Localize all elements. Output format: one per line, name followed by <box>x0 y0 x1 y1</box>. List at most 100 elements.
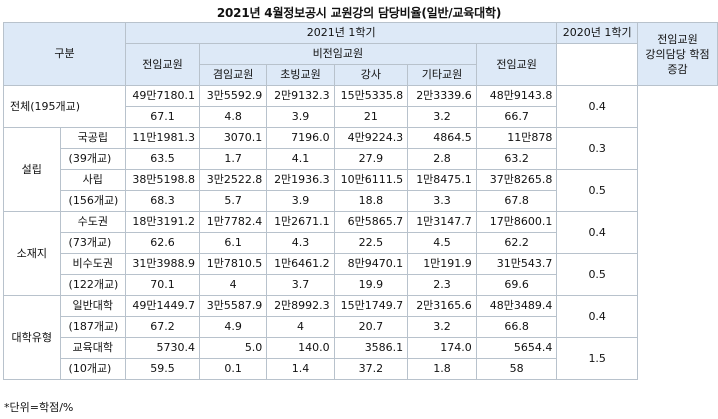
cell: 3.2 <box>407 106 477 128</box>
cell: 3.2 <box>407 316 477 338</box>
table-row: 사립 38만5198.8 3만2522.8 2만1936.3 10만6111.5… <box>4 169 718 212</box>
cell: 1만3147.7 <box>407 211 477 233</box>
cell: 4.3 <box>266 232 335 254</box>
cell: 0.1 <box>198 358 268 380</box>
table-title: 2021년 4월정보공시 교원강의 담당비율(일반/교육대학) <box>216 6 502 20</box>
table-row: (10개교) 59.5 0.1 1.4 37.2 1.8 58 <box>4 358 718 380</box>
change-cell: 0.4 <box>556 211 638 254</box>
table-row: (156개교) 68.3 5.7 3.9 18.8 3.3 67.8 <box>4 190 718 212</box>
row-label: 교육대학 <box>59 337 127 359</box>
cell: 11만1981.3 <box>125 127 200 149</box>
cell: 3.7 <box>266 274 335 296</box>
header-change: 전임교원 강의담당 학점 증감 <box>636 22 718 86</box>
cell: 70.1 <box>125 274 200 296</box>
row-sub-label: (122개교) <box>59 274 127 296</box>
table-row: 전체(195개교) 49만7180.1 3만5592.9 2만9132.3 15… <box>2 85 718 128</box>
header-year-2021: 2021년 1학기 <box>125 22 558 44</box>
table-row: (73개교) 62.6 6.1 4.3 22.5 4.5 62.2 <box>4 232 718 254</box>
cell: 37.2 <box>333 358 409 380</box>
table-row: 소재지 수도권 18만3191.2 1만7782.4 1만2671.1 6만58… <box>3 211 718 296</box>
row-label: 국공립 <box>59 127 127 149</box>
header-full-time-2020: 전임교원 <box>475 43 558 86</box>
cell: 4864.5 <box>407 127 477 149</box>
cell: 3만5587.9 <box>198 295 268 317</box>
cell: 66.8 <box>475 316 558 338</box>
cell: 62.6 <box>125 232 200 254</box>
cell: 2.3 <box>407 274 477 296</box>
cell: 18.8 <box>333 190 409 212</box>
cell: 3070.1 <box>198 127 268 149</box>
cell: 66.7 <box>475 106 558 128</box>
cell: 48만3489.4 <box>475 295 558 317</box>
cell: 22.5 <box>333 232 409 254</box>
header-change-line3: 증감 <box>667 62 688 76</box>
table-row: 비수도권 31만3988.9 1만7810.5 1만6461.2 8만9470.… <box>4 253 718 296</box>
group-location: 소재지 <box>3 211 61 296</box>
header-change-line1: 전임교원 <box>657 32 698 46</box>
cell: 67.2 <box>125 316 200 338</box>
cell: 38만5198.8 <box>125 169 200 191</box>
header-non-full-time: 비전임교원 <box>198 43 477 65</box>
cell: 4.1 <box>266 148 335 170</box>
row-label: 일반대학 <box>59 295 127 317</box>
cell: 63.2 <box>475 148 558 170</box>
cell: 62.2 <box>475 232 558 254</box>
cell: 48만9143.8 <box>475 85 558 107</box>
table-row: (122개교) 70.1 4 3.7 19.9 2.3 69.6 <box>4 274 718 296</box>
cell: 37만8265.8 <box>475 169 558 191</box>
cell: 3만2522.8 <box>198 169 268 191</box>
cell: 4.9 <box>198 316 268 338</box>
cell: 2만9132.3 <box>266 85 335 107</box>
cell: 2만3165.6 <box>407 295 477 317</box>
cell: 5654.4 <box>475 337 558 359</box>
row-label: 사립 <box>59 169 127 191</box>
cell: 1만8475.1 <box>407 169 477 191</box>
change-cell: 0.5 <box>556 169 638 212</box>
cell: 58 <box>475 358 558 380</box>
teaching-ratio-table: 구분 2021년 1학기 2020년 1학기 전임교원 강의담당 학점 증감 전… <box>2 22 718 380</box>
header-full-time: 전임교원 <box>125 43 200 86</box>
header-lecturer: 강사 <box>333 64 409 86</box>
group-type: 대학유형 <box>3 295 61 380</box>
cell: 1만6461.2 <box>266 253 335 275</box>
table-row: (39개교) 63.5 1.7 4.1 27.9 2.8 63.2 <box>4 148 718 170</box>
row-sub-label: (156개교) <box>59 190 127 212</box>
cell: 67.8 <box>475 190 558 212</box>
cell: 2만1936.3 <box>266 169 335 191</box>
cell: 8만9470.1 <box>333 253 409 275</box>
cell: 7196.0 <box>266 127 335 149</box>
cell: 15만5335.8 <box>333 85 409 107</box>
cell: 3.9 <box>266 190 335 212</box>
cell: 2만3339.6 <box>407 85 477 107</box>
cell: 49만1449.7 <box>125 295 200 317</box>
cell: 19.9 <box>333 274 409 296</box>
table-row: 교육대학 5730.4 5.0 140.0 3586.1 174.0 5654.… <box>4 337 718 380</box>
cell: 1만2671.1 <box>266 211 335 233</box>
cell: 67.1 <box>125 106 200 128</box>
cell: 5730.4 <box>125 337 200 359</box>
cell: 11만878 <box>475 127 558 149</box>
cell: 1.7 <box>198 148 268 170</box>
cell: 6만5865.7 <box>333 211 409 233</box>
row-sub-label: (73개교) <box>59 232 127 254</box>
header-other: 기타교원 <box>407 64 477 86</box>
group-total: 전체(195개교) <box>2 85 127 128</box>
change-cell: 0.4 <box>556 295 638 338</box>
cell: 21 <box>333 106 409 128</box>
cell: 69.6 <box>475 274 558 296</box>
cell: 1만191.9 <box>407 253 477 275</box>
cell: 27.9 <box>333 148 409 170</box>
header-invited: 초빙교원 <box>266 64 335 86</box>
cell: 4 <box>198 274 268 296</box>
cell: 1만7782.4 <box>198 211 268 233</box>
cell: 68.3 <box>125 190 200 212</box>
cell: 49만7180.1 <box>125 85 200 107</box>
cell: 10만6111.5 <box>333 169 409 191</box>
change-cell: 1.5 <box>556 337 638 380</box>
cell: 2.8 <box>407 148 477 170</box>
cell: 59.5 <box>125 358 200 380</box>
cell: 4.8 <box>198 106 268 128</box>
cell: 2만8992.3 <box>266 295 335 317</box>
header-adjunct: 겸임교원 <box>198 64 268 86</box>
